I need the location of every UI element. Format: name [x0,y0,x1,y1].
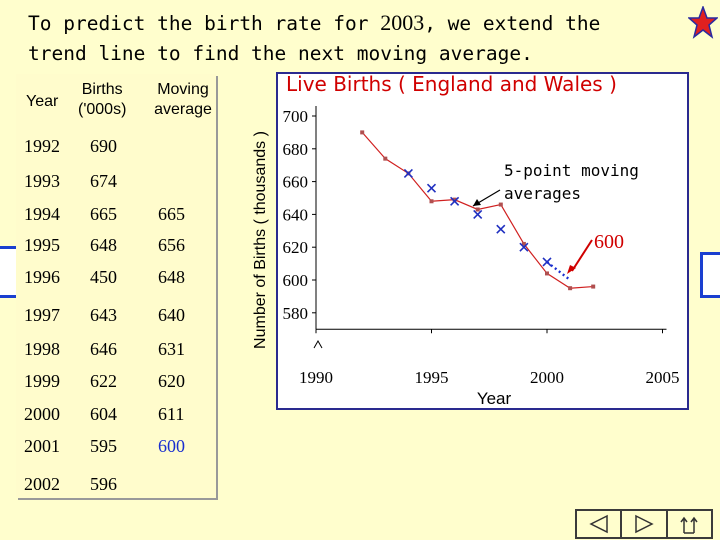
y-tick-label: 700 [283,107,309,126]
table-cell-moving-average: 640 [158,305,185,325]
table-cell-year: 1999 [24,371,60,391]
table-cell-moving-average: 600 [158,436,185,456]
table-header-moving-average: Moving average [140,80,226,120]
births-data-point [498,202,503,207]
table-cell-births: 595 [90,436,117,456]
annotation-moving-averages: 5-point moving [504,161,639,180]
moving-header-line2: average [154,101,212,118]
table-cell-moving-average: 665 [158,204,185,224]
annotation-arrowhead [473,199,481,206]
births-data-point [568,286,573,291]
births-data-point [383,156,388,161]
table-header-births: Births ('000s) [78,80,126,120]
heading-text-end: , we extend the [424,12,601,35]
axis-break-marker [313,339,323,349]
births-data-point [521,241,526,246]
table-cell-births: 604 [90,404,117,424]
table-cell-year: 2001 [24,436,60,456]
return-icon [680,516,698,534]
births-data-point [545,271,549,276]
table-cell-year: 1992 [24,136,60,156]
table-cell-moving-average: 611 [158,404,185,424]
heading-text: To predict the birth rate for [28,12,381,35]
y-tick-label: 620 [283,238,309,257]
births-data-point [475,207,480,212]
table-cell-births: 596 [90,474,117,494]
y-tick-label: 600 [283,271,309,290]
table-cell-births: 674 [90,171,117,191]
line-chart: 700 680 660 640 620 600 580 1990 1995 2000 2005 Yea… [283,106,680,408]
annotation-600: 600 [594,231,624,253]
moving-average-point [496,224,506,234]
forward-arrow-icon [635,514,654,534]
return-button[interactable] [668,511,711,537]
table-cell-year: 1998 [24,339,60,359]
back-arrow-icon [588,514,608,534]
births-data-point [591,284,596,289]
y-tick-label: 580 [283,304,309,323]
births-header-line2: ('000s) [78,101,127,118]
next-button[interactable] [622,511,668,537]
moving-average-point [450,196,460,206]
table-cell-births: 646 [90,339,117,359]
x-tick-label: 2005 [646,368,680,387]
star-icon[interactable] [688,6,718,40]
births-data-point [360,130,365,135]
prev-button[interactable] [577,511,623,537]
table-cell-births: 643 [90,305,117,325]
prediction-arrow [571,239,593,272]
y-axis-label: Number of Births ( thousands ) [252,131,269,349]
table-cell-moving-average: 656 [158,235,185,255]
prediction-arrowhead [567,265,576,274]
y-tick-label: 660 [283,173,309,192]
moving-average-point [519,242,529,252]
navigation-bar [575,509,713,539]
x-tick-label: 1990 [299,368,333,387]
table-cell-moving-average: 648 [158,267,185,287]
table-cell-births: 450 [90,267,117,287]
table-cell-moving-average: 631 [158,339,185,359]
slide-heading: To predict the birth rate for 2003, we e… [28,8,688,69]
x-tick-label: 2000 [530,368,564,387]
table-cell-year: 2002 [24,474,60,494]
heading-year: 2003 [380,10,425,35]
table-cell-year: 1993 [24,171,60,191]
moving-average-point [542,257,552,267]
table-cell-births: 648 [90,235,117,255]
births-header-line1: Births [81,81,123,98]
table-header-year: Year [26,93,59,110]
table-cell-year: 1994 [24,204,60,224]
annotation-moving-averages-line2: averages [504,184,581,203]
heading-line-1: To predict the birth rate for 2003, we e… [28,8,688,39]
births-table: Year Births ('000s) Moving average 1992 6… [16,74,216,498]
table-cell-births: 622 [90,371,117,391]
right-edge-tab [700,252,720,298]
births-data-point [429,199,434,204]
heading-line-2: trend line to find the next moving avera… [28,42,533,65]
births-data-point [452,197,457,202]
moving-average-point [473,209,483,219]
table-cell-year: 1995 [24,235,60,255]
table-cell-moving-average: 620 [158,371,185,391]
x-axis-label: Year [477,389,512,408]
table-cell-year: 1996 [24,267,60,287]
table-cell-year: 1997 [24,305,60,325]
table-cell-births: 690 [90,136,117,156]
table-cell-year: 2000 [24,404,60,424]
chart-panel [276,72,689,410]
moving-average-point [426,183,437,193]
y-tick-label: 680 [283,140,309,159]
x-tick-label: 1995 [415,368,449,387]
y-tick-label: 640 [283,205,309,224]
table-cell-births: 665 [90,204,117,224]
moving-average-point [403,168,413,178]
moving-header-line1: Moving [157,81,209,98]
chart-title: Live Births ( England and Wales ) [286,72,617,96]
